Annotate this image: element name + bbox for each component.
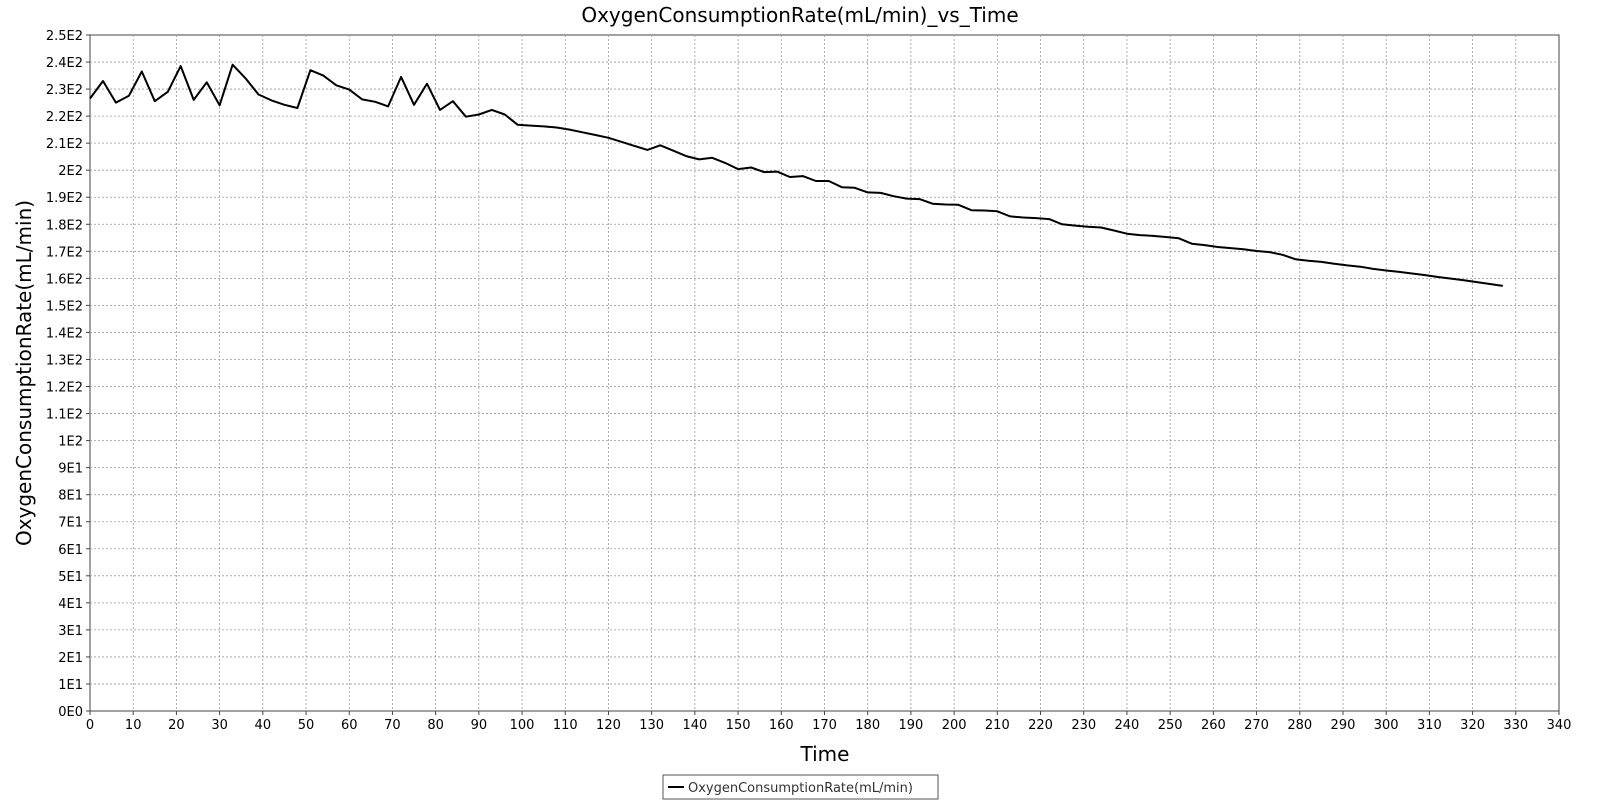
- y-tick-label: 1.4E2: [46, 326, 83, 341]
- x-tick-label: 280: [1287, 718, 1312, 733]
- x-tick-label: 240: [1115, 718, 1140, 733]
- x-tick-label: 130: [639, 718, 664, 733]
- legend-label: OxygenConsumptionRate(mL/min): [688, 781, 913, 796]
- x-tick-label: 290: [1331, 718, 1356, 733]
- y-tick-label: 8E1: [58, 489, 83, 504]
- y-tick-label: 2E2: [58, 164, 83, 179]
- x-tick-label: 330: [1503, 718, 1528, 733]
- y-tick-label: 2.1E2: [46, 137, 83, 152]
- x-tick-label: 200: [942, 718, 967, 733]
- x-tick-label: 300: [1374, 718, 1399, 733]
- series-layer: [89, 63, 1503, 287]
- x-tick-label: 160: [769, 718, 794, 733]
- series-line: [89, 63, 1503, 287]
- y-tick-label: 6E1: [58, 543, 83, 558]
- x-tick-label: 30: [211, 718, 228, 733]
- y-tick-label: 9E1: [58, 462, 83, 477]
- x-tick-label: 40: [255, 718, 272, 733]
- y-tick-label: 2E1: [58, 651, 83, 666]
- y-tick-label: 1.5E2: [46, 299, 83, 314]
- y-tick-label: 1.7E2: [46, 245, 83, 260]
- y-tick-label: 5E1: [58, 570, 83, 585]
- y-tick-label: 1.1E2: [46, 408, 83, 423]
- y-tick-label: 1.2E2: [46, 381, 83, 396]
- x-tick-label: 250: [1158, 718, 1183, 733]
- y-tick-label: 1.3E2: [46, 353, 83, 368]
- legend-box: [662, 774, 939, 800]
- x-axis-label: Time: [800, 742, 850, 766]
- x-tick-label: 210: [985, 718, 1010, 733]
- x-tick-label: 70: [384, 718, 401, 733]
- x-tick-label: 90: [471, 718, 488, 733]
- chart-title: OxygenConsumptionRate(mL/min)_vs_Time: [581, 3, 1018, 27]
- x-tick-label: 80: [427, 718, 444, 733]
- y-tick-label: 1.9E2: [46, 191, 83, 206]
- y-tick-label: 4E1: [58, 597, 83, 612]
- x-tick-label: 180: [855, 718, 880, 733]
- y-tick-label: 2.5E2: [46, 29, 83, 44]
- x-tick-label: 220: [1028, 718, 1053, 733]
- x-tick-label: 120: [596, 718, 621, 733]
- x-tick-label: 50: [298, 718, 315, 733]
- x-axis: 0 10 20 30 40 50 60 70 80 90 100 110 120 130 140 150 160…: [86, 711, 1572, 733]
- y-tick-label: 3E1: [58, 624, 83, 639]
- y-tick-label: 7E1: [58, 516, 83, 531]
- x-tick-label: 10: [125, 718, 142, 733]
- x-tick-label: 60: [341, 718, 358, 733]
- x-tick-label: 310: [1417, 718, 1442, 733]
- x-tick-label: 0: [86, 718, 94, 733]
- x-tick-label: 100: [510, 718, 535, 733]
- x-tick-label: 340: [1547, 718, 1572, 733]
- y-tick-label: 1E2: [58, 435, 83, 450]
- y-axis: 0E0 1E1 2E1 3E1 4E1 5E1 6E1 7E1 8E1 9E1 1E2 1.1E2 1.…: [46, 29, 90, 720]
- y-tick-label: 1E1: [58, 678, 83, 693]
- x-tick-label: 230: [1071, 718, 1096, 733]
- legend: OxygenConsumptionRate(mL/min): [662, 774, 939, 800]
- y-tick-label: 2.4E2: [46, 56, 83, 71]
- y-tick-label: 1.8E2: [46, 218, 83, 233]
- y-tick-label: 1.6E2: [46, 272, 83, 287]
- x-tick-label: 110: [553, 718, 578, 733]
- x-tick-label: 270: [1244, 718, 1269, 733]
- x-tick-label: 140: [682, 718, 707, 733]
- x-tick-label: 320: [1460, 718, 1485, 733]
- x-tick-label: 150: [726, 718, 751, 733]
- x-tick-label: 190: [898, 718, 923, 733]
- y-tick-label: 2.2E2: [46, 110, 83, 125]
- y-tick-label: 2.3E2: [46, 83, 83, 98]
- x-tick-label: 170: [812, 718, 837, 733]
- y-tick-label: 0E0: [58, 705, 83, 720]
- x-tick-label: 260: [1201, 718, 1226, 733]
- y-axis-label: OxygenConsumptionRate(mL/min): [12, 200, 36, 546]
- x-tick-label: 20: [168, 718, 185, 733]
